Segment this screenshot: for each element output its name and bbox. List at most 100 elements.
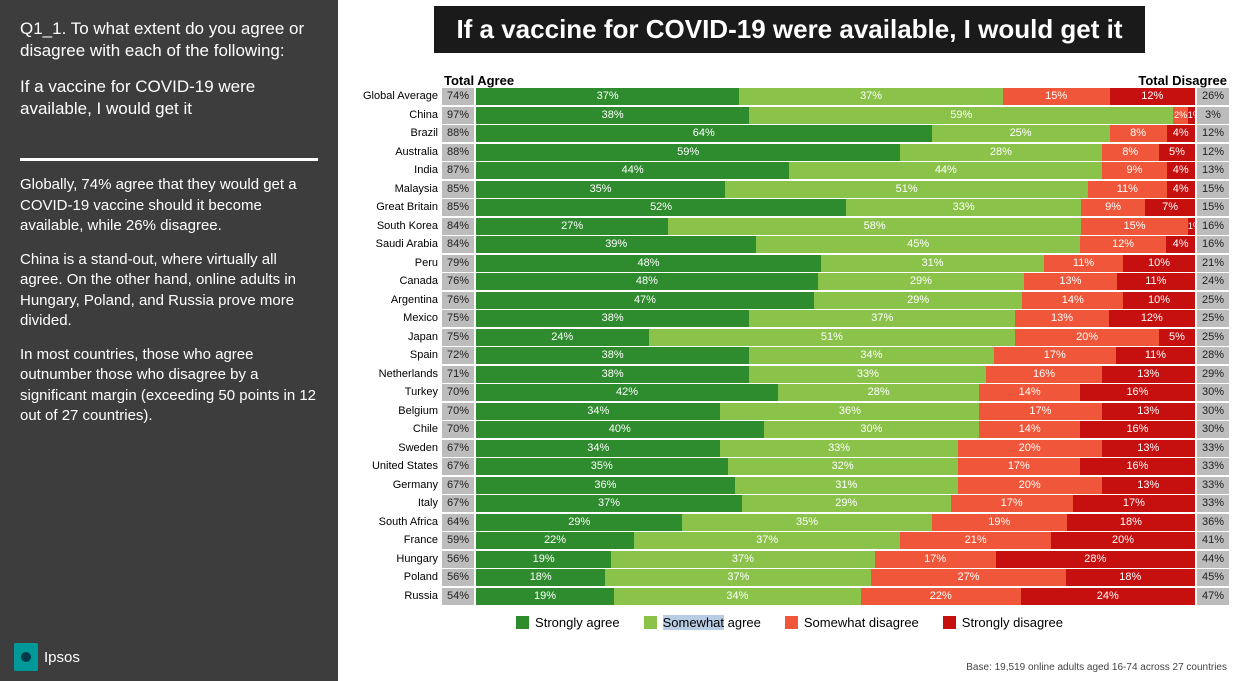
total-disagree-pill: 16%: [1197, 236, 1229, 253]
seg-strongly-agree: 19%: [476, 551, 611, 568]
legend-strongly-agree: Strongly agree: [516, 615, 620, 630]
seg-somewhat-agree: 37%: [739, 88, 1002, 105]
bar-stack: 44%44%9%4%: [476, 162, 1195, 179]
total-agree-pill: 70%: [442, 421, 474, 438]
header-agree: Total Agree: [442, 73, 552, 88]
chart-row: United States67%35%32%17%16%33%: [342, 458, 1229, 475]
seg-strongly-disagree: 10%: [1123, 292, 1195, 309]
country-label: Russia: [342, 588, 442, 605]
seg-strongly-disagree: 24%: [1021, 588, 1195, 605]
seg-strongly-disagree: 16%: [1080, 384, 1195, 401]
seg-strongly-disagree: 7%: [1145, 199, 1195, 216]
bar-stack: 38%34%17%11%: [476, 347, 1195, 364]
country-label: France: [342, 532, 442, 549]
country-label: Turkey: [342, 384, 442, 401]
seg-strongly-disagree: 18%: [1066, 569, 1195, 586]
seg-somewhat-agree: 51%: [725, 181, 1088, 198]
seg-somewhat-disagree: 14%: [1022, 292, 1123, 309]
question-text: If a vaccine for COVID-19 were available…: [20, 76, 318, 120]
header-disagree: Total Disagree: [1137, 73, 1229, 88]
main-panel: If a vaccine for COVID-19 were available…: [338, 0, 1241, 681]
seg-somewhat-disagree: 17%: [875, 551, 996, 568]
total-agree-pill: 70%: [442, 384, 474, 401]
chart-row: Japan75%24%51%20%5%25%: [342, 329, 1229, 346]
bar-stack: 38%59%2%1%: [476, 107, 1195, 124]
base-note: Base: 19,519 online adults aged 16-74 ac…: [966, 662, 1227, 673]
country-label: Mexico: [342, 310, 442, 327]
total-agree-pill: 59%: [442, 532, 474, 549]
seg-strongly-disagree: 4%: [1166, 236, 1195, 253]
country-label: Netherlands: [342, 366, 442, 383]
total-disagree-pill: 21%: [1197, 255, 1229, 272]
seg-strongly-disagree: 16%: [1080, 458, 1195, 475]
seg-strongly-agree: 38%: [476, 366, 749, 383]
seg-somewhat-agree: 31%: [821, 255, 1044, 272]
seg-somewhat-disagree: 19%: [932, 514, 1067, 531]
summary-paragraph: Globally, 74% agree that they would get …: [20, 175, 318, 236]
seg-strongly-disagree: 28%: [996, 551, 1195, 568]
seg-strongly-agree: 35%: [476, 458, 728, 475]
seg-somewhat-disagree: 20%: [1015, 329, 1159, 346]
bar-stack: 37%37%15%12%: [476, 88, 1195, 105]
chart-row: Belgium70%34%36%17%13%30%: [342, 403, 1229, 420]
summary-paragraph: China is a stand-out, where virtually al…: [20, 250, 318, 331]
country-label: Peru: [342, 255, 442, 272]
chart-row: Brazil88%64%25%8%4%12%: [342, 125, 1229, 142]
bar-stack: 48%29%13%11%: [476, 273, 1195, 290]
seg-strongly-agree: 27%: [476, 218, 668, 235]
total-agree-pill: 67%: [442, 495, 474, 512]
country-label: India: [342, 162, 442, 179]
chart-row: China97%38%59%2%1%3%: [342, 107, 1229, 124]
seg-strongly-agree: 39%: [476, 236, 756, 253]
seg-strongly-disagree: 11%: [1116, 347, 1195, 364]
chart-row: Mexico75%38%37%13%12%25%: [342, 310, 1229, 327]
total-disagree-pill: 15%: [1197, 199, 1229, 216]
bar-stack: 18%37%27%18%: [476, 569, 1195, 586]
seg-strongly-disagree: 4%: [1167, 181, 1195, 198]
total-disagree-pill: 25%: [1197, 329, 1229, 346]
seg-somewhat-agree: 33%: [720, 440, 957, 457]
total-disagree-pill: 30%: [1197, 403, 1229, 420]
seg-strongly-disagree: 12%: [1110, 88, 1195, 105]
chart-row: Chile70%40%30%14%16%30%: [342, 421, 1229, 438]
seg-somewhat-agree: 51%: [649, 329, 1016, 346]
seg-strongly-agree: 37%: [476, 88, 739, 105]
chart-row: South Korea84%27%58%15%1%16%: [342, 218, 1229, 235]
sidebar: Q1_1. To what extent do you agree or dis…: [0, 0, 338, 681]
seg-strongly-agree: 29%: [476, 514, 682, 531]
chart-rows: Global Average74%37%37%15%12%26%China97%…: [342, 88, 1229, 605]
seg-strongly-agree: 59%: [476, 144, 900, 161]
seg-strongly-disagree: 4%: [1167, 162, 1195, 179]
chart-row: Canada76%48%29%13%11%24%: [342, 273, 1229, 290]
legend-strongly-disagree: Strongly disagree: [943, 615, 1063, 630]
seg-somewhat-agree: 29%: [814, 292, 1023, 309]
country-label: Malaysia: [342, 181, 442, 198]
swatch-icon: [785, 616, 798, 629]
legend-label: Strongly disagree: [962, 615, 1063, 630]
total-disagree-pill: 45%: [1197, 569, 1229, 586]
chart-row: Australia88%59%28%8%5%12%: [342, 144, 1229, 161]
seg-strongly-disagree: 5%: [1159, 329, 1195, 346]
logo-text: Ipsos: [44, 649, 80, 666]
seg-strongly-agree: 47%: [476, 292, 814, 309]
seg-strongly-agree: 38%: [476, 347, 749, 364]
chart-row: Netherlands71%38%33%16%13%29%: [342, 366, 1229, 383]
total-disagree-pill: 33%: [1197, 458, 1229, 475]
legend-label: Strongly agree: [535, 615, 620, 630]
seg-somewhat-agree: 29%: [742, 495, 951, 512]
seg-strongly-agree: 37%: [476, 495, 742, 512]
total-disagree-pill: 26%: [1197, 88, 1229, 105]
seg-strongly-agree: 24%: [476, 329, 649, 346]
bar-stack: 22%37%21%20%: [476, 532, 1195, 549]
seg-somewhat-agree: 28%: [900, 144, 1101, 161]
seg-somewhat-agree: 37%: [634, 532, 900, 549]
total-agree-pill: 74%: [442, 88, 474, 105]
seg-strongly-agree: 52%: [476, 199, 846, 216]
seg-strongly-disagree: 16%: [1080, 421, 1195, 438]
seg-strongly-agree: 48%: [476, 255, 821, 272]
seg-somewhat-agree: 33%: [749, 366, 986, 383]
seg-strongly-disagree: 10%: [1123, 255, 1195, 272]
seg-strongly-disagree: 5%: [1159, 144, 1195, 161]
sidebar-divider: [20, 158, 318, 161]
seg-somewhat-agree: 30%: [764, 421, 980, 438]
